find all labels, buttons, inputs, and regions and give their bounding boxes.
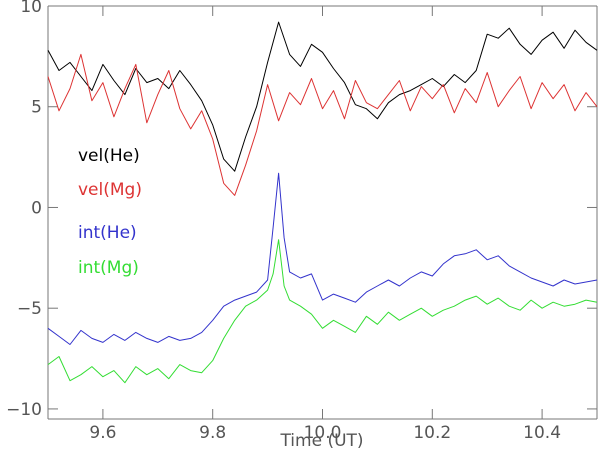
legend-label: int(He) (78, 223, 137, 243)
y-tick-label: −10 (6, 400, 42, 420)
x-tick-label: 10.4 (523, 423, 561, 443)
series-line-int-mg (47, 239, 598, 384)
x-axis-title: Time (UT) (279, 431, 363, 451)
legend-label: vel(He) (78, 146, 140, 166)
x-tick-label: 9.6 (89, 423, 116, 443)
tick-labels: 9.6 9.8 10.0 10.2 10.4 −10 −5 0 5 10 (6, 0, 561, 443)
y-tick-label: 0 (31, 198, 42, 218)
y-tick-label: −5 (17, 299, 42, 319)
series-line-vel-mg (47, 53, 598, 196)
series-lines (47, 21, 598, 384)
x-tick-label: 10.2 (413, 423, 451, 443)
series-line-vel-he (47, 21, 598, 172)
legend-label: int(Mg) (78, 258, 139, 278)
y-tick-label: 5 (31, 98, 42, 118)
axes (47, 5, 598, 420)
x-tick-label: 10.0 (304, 423, 342, 443)
legend: vel(He) vel(Mg) int(He) int(Mg) (78, 146, 142, 278)
legend-label: vel(Mg) (78, 180, 142, 200)
ticks (48, 5, 597, 419)
x-tick-label: 9.8 (199, 423, 226, 443)
series-line-int-he (47, 172, 598, 345)
y-tick-label: 10 (20, 0, 42, 17)
